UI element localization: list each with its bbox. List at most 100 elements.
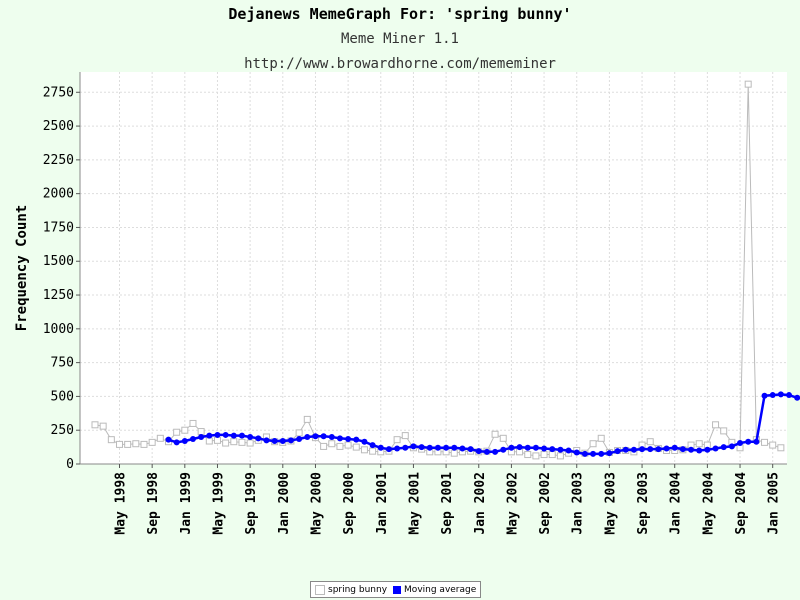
- data-point-moving-average: [516, 444, 523, 451]
- y-tick-label: 500: [51, 389, 74, 404]
- chart-subtitle: Meme Miner 1.1: [340, 31, 459, 47]
- data-point-moving-average: [165, 436, 172, 443]
- data-point-raw: [556, 452, 564, 460]
- data-point-raw: [213, 436, 221, 444]
- legend-item-raw: spring bunny: [315, 584, 388, 595]
- data-point-raw: [769, 441, 777, 449]
- data-point-moving-average: [434, 444, 441, 451]
- data-point-moving-average: [606, 450, 613, 457]
- x-tick-label: May 2002: [505, 472, 520, 535]
- data-point-raw: [548, 451, 556, 459]
- data-point-moving-average: [304, 433, 311, 440]
- data-point-moving-average: [794, 394, 800, 401]
- data-point-raw: [695, 440, 703, 448]
- y-axis-ticks: 0 250 500 750 1000 1250 1500 1750 2000 2250 2500 27…: [43, 85, 80, 472]
- data-point-moving-average: [688, 446, 695, 453]
- legend-label-moving-average: Moving average: [404, 584, 477, 595]
- data-point-raw: [712, 421, 720, 429]
- data-point-raw: [173, 428, 181, 436]
- data-point-raw: [720, 427, 728, 435]
- data-point-raw: [320, 442, 328, 450]
- data-point-moving-average: [206, 432, 213, 439]
- data-point-raw: [132, 440, 140, 448]
- y-tick-label: 1000: [43, 322, 74, 337]
- data-point-raw: [761, 438, 769, 446]
- data-point-moving-average: [614, 448, 621, 455]
- data-point-moving-average: [622, 446, 629, 453]
- data-point-moving-average: [451, 444, 458, 451]
- x-tick-label: Sep 1998: [146, 472, 161, 535]
- y-tick-label: 750: [51, 356, 74, 371]
- data-point-moving-average: [426, 444, 433, 451]
- data-point-moving-average: [492, 448, 499, 455]
- data-point-moving-average: [394, 445, 401, 452]
- legend-swatch-raw: [315, 584, 325, 595]
- data-point-raw: [401, 432, 409, 440]
- y-tick-label: 2500: [43, 119, 74, 134]
- x-tick-label: May 2001: [407, 472, 422, 535]
- data-point-moving-average: [214, 431, 221, 438]
- data-point-raw: [597, 434, 605, 442]
- x-tick-label: Sep 2002: [538, 472, 553, 535]
- data-point-raw: [222, 439, 230, 447]
- data-point-moving-average: [467, 446, 474, 453]
- data-point-raw: [238, 438, 246, 446]
- data-point-raw: [352, 443, 360, 451]
- data-point-raw: [344, 441, 352, 449]
- data-point-raw: [491, 430, 499, 438]
- x-tick-label: Sep 2001: [440, 472, 455, 535]
- axes: [79, 72, 787, 465]
- data-point-raw: [532, 452, 540, 460]
- data-point-raw: [303, 415, 311, 423]
- data-point-raw: [540, 451, 548, 459]
- data-point-raw: [91, 421, 99, 429]
- data-point-moving-average: [483, 448, 490, 455]
- data-point-moving-average: [647, 446, 654, 453]
- data-point-moving-average: [786, 392, 793, 399]
- y-axis-label: Frequency Count: [14, 205, 30, 331]
- data-point-moving-average: [696, 447, 703, 454]
- data-point-raw: [230, 438, 238, 446]
- data-point-moving-average: [557, 446, 564, 453]
- data-point-moving-average: [712, 445, 719, 452]
- y-tick-label: 1750: [43, 220, 74, 235]
- data-point-moving-average: [247, 433, 254, 440]
- data-point-moving-average: [287, 437, 294, 444]
- data-point-moving-average: [173, 439, 180, 446]
- data-point-raw: [205, 437, 213, 445]
- chart-url: http://www.browardhorne.com/mememiner: [244, 56, 556, 72]
- x-tick-label: May 2003: [603, 472, 618, 535]
- legend-swatch-moving-average: [393, 585, 402, 594]
- data-point-moving-average: [777, 391, 784, 398]
- data-point-moving-average: [345, 435, 352, 442]
- data-point-moving-average: [565, 447, 572, 454]
- data-point-raw: [450, 449, 458, 457]
- data-point-moving-average: [655, 446, 662, 453]
- x-tick-label: Sep 1999: [244, 472, 259, 535]
- data-point-moving-average: [671, 444, 678, 451]
- data-point-moving-average: [630, 446, 637, 453]
- data-point-moving-average: [532, 444, 539, 451]
- x-tick-label: May 1998: [113, 472, 128, 535]
- data-point-moving-average: [402, 444, 409, 451]
- data-point-moving-average: [263, 437, 270, 444]
- x-tick-label: Jan 1999: [179, 472, 194, 535]
- chart-title: Dejanews MemeGraph For: 'spring bunny': [228, 5, 572, 23]
- data-point-moving-average: [238, 432, 245, 439]
- data-point-moving-average: [377, 444, 384, 451]
- data-point-moving-average: [728, 443, 735, 450]
- data-point-raw: [499, 434, 507, 442]
- data-point-moving-average: [296, 435, 303, 442]
- legend-label-raw: spring bunny: [328, 584, 388, 595]
- data-point-raw: [524, 451, 532, 459]
- data-point-raw: [295, 429, 303, 437]
- data-point-moving-average: [581, 450, 588, 457]
- y-tick-label: 1250: [43, 288, 74, 303]
- data-point-moving-average: [663, 445, 670, 452]
- data-point-raw: [189, 419, 197, 427]
- data-point-raw: [246, 439, 254, 447]
- x-tick-label: Jan 2005: [767, 472, 782, 535]
- data-point-moving-average: [639, 446, 646, 453]
- data-point-moving-average: [769, 392, 776, 399]
